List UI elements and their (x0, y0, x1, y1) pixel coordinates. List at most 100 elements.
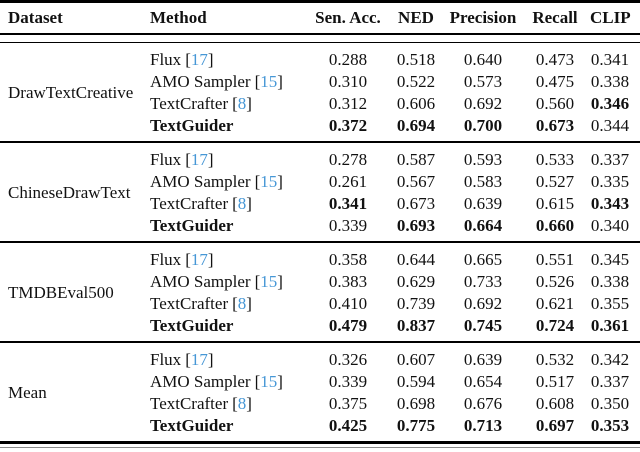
cell-clip: 0.338 (590, 272, 630, 291)
cell-precision: 0.713 (463, 416, 503, 435)
cell-ned: 0.629 (396, 272, 436, 291)
cell-sen-acc: 0.288 (328, 50, 368, 69)
table-row: TextGuider 0.339 0.693 0.664 0.660 0.340 (150, 215, 640, 237)
cite-bracket: [ (232, 194, 238, 213)
citation-link[interactable]: 8 (237, 194, 247, 213)
cell-sen-acc: 0.261 (328, 172, 368, 191)
cell-precision: 0.593 (463, 150, 503, 169)
group-separator-rule (0, 241, 640, 243)
cell-ned: 0.673 (396, 194, 436, 213)
cell-precision: 0.664 (463, 216, 503, 235)
citation-link[interactable]: 15 (260, 372, 278, 391)
table-row: Flux [17] 0.358 0.644 0.665 0.551 0.345 (150, 249, 640, 271)
cite-bracket: [ (254, 372, 261, 391)
method-name: TextGuider (150, 416, 234, 435)
citation-link[interactable]: 17 (190, 350, 208, 369)
table-row: TextGuider 0.425 0.775 0.713 0.697 0.353 (150, 415, 640, 437)
cell-ned: 0.606 (396, 94, 436, 113)
method-name: AMO Sampler (150, 372, 251, 391)
cell-recall: 0.527 (535, 172, 575, 191)
col-header-sen-acc: Sen. Acc. (315, 8, 381, 27)
cell-recall: 0.724 (535, 316, 575, 335)
cell-recall: 0.517 (535, 372, 575, 391)
method-name: AMO Sampler (150, 72, 251, 91)
method-name: TextCrafter (150, 194, 229, 213)
cell-clip: 0.346 (590, 94, 630, 113)
header-rule-bottom (0, 42, 640, 43)
col-header-precision: Precision (449, 8, 517, 27)
cell-sen-acc: 0.383 (328, 272, 368, 291)
col-header-dataset: Dataset (8, 8, 63, 27)
cite-bracket: [ (232, 294, 238, 313)
method-name: TextCrafter (150, 94, 229, 113)
dataset-group-tmdbeval500: TMDBEval500 Flux [17] 0.358 0.644 0.665 0… (0, 243, 640, 341)
col-header-ned: NED (398, 8, 434, 27)
cite-bracket: ] (277, 72, 283, 91)
cell-clip: 0.345 (590, 250, 630, 269)
cell-ned: 0.607 (396, 350, 436, 369)
header-rule-top (0, 33, 640, 35)
citation-link[interactable]: 8 (237, 94, 247, 113)
cell-sen-acc: 0.341 (328, 194, 368, 213)
cell-recall: 0.621 (535, 294, 575, 313)
cell-precision: 0.692 (463, 294, 503, 313)
table-row: AMO Sampler [15] 0.261 0.567 0.583 0.527 … (150, 171, 640, 193)
citation-link[interactable]: 8 (237, 394, 247, 413)
method-name: Flux (150, 250, 182, 269)
cite-bracket: ] (246, 294, 252, 313)
cite-bracket: [ (232, 394, 238, 413)
citation-link[interactable]: 8 (237, 294, 247, 313)
cell-precision: 0.573 (463, 72, 503, 91)
cell-sen-acc: 0.410 (328, 294, 368, 313)
citation-link[interactable]: 17 (190, 250, 208, 269)
cite-bracket: [ (185, 250, 191, 269)
cell-recall: 0.532 (535, 350, 575, 369)
table-row: AMO Sampler [15] 0.310 0.522 0.573 0.475 … (150, 71, 640, 93)
col-header-recall: Recall (532, 8, 578, 27)
cell-clip: 0.361 (590, 316, 630, 335)
citation-link[interactable]: 15 (260, 72, 278, 91)
method-name: TextGuider (150, 116, 234, 135)
cell-recall: 0.673 (535, 116, 575, 135)
cite-bracket: [ (254, 172, 261, 191)
table-row: TextCrafter [8] 0.312 0.606 0.692 0.560 0… (150, 93, 640, 115)
cell-ned: 0.587 (396, 150, 436, 169)
top-rule (0, 0, 640, 3)
citation-link[interactable]: 17 (190, 50, 208, 69)
cell-ned: 0.518 (396, 50, 436, 69)
cell-clip: 0.341 (590, 50, 630, 69)
cell-clip: 0.342 (590, 350, 630, 369)
dataset-label: DrawTextCreative (8, 83, 134, 102)
method-name: Flux (150, 50, 182, 69)
cite-bracket: ] (207, 350, 214, 369)
cell-sen-acc: 0.372 (328, 116, 368, 135)
cell-recall: 0.533 (535, 150, 575, 169)
citation-link[interactable]: 15 (260, 272, 278, 291)
cell-sen-acc: 0.326 (328, 350, 368, 369)
cite-bracket: ] (246, 394, 252, 413)
cell-ned: 0.594 (396, 372, 436, 391)
table-row: AMO Sampler [15] 0.383 0.629 0.733 0.526 … (150, 271, 640, 293)
cell-clip: 0.338 (590, 72, 630, 91)
cell-precision: 0.733 (463, 272, 503, 291)
table-row: Flux [17] 0.326 0.607 0.639 0.532 0.342 (150, 349, 640, 371)
citation-link[interactable]: 17 (190, 150, 208, 169)
cell-recall: 0.560 (535, 94, 575, 113)
cell-ned: 0.644 (396, 250, 436, 269)
table-row: TextGuider 0.479 0.837 0.745 0.724 0.361 (150, 315, 640, 337)
cell-ned: 0.567 (396, 172, 436, 191)
cell-recall: 0.551 (535, 250, 575, 269)
cell-clip: 0.335 (590, 172, 630, 191)
cell-clip: 0.350 (590, 394, 630, 413)
citation-link[interactable]: 15 (260, 172, 278, 191)
cell-clip: 0.353 (590, 416, 630, 435)
table-row: TextCrafter [8] 0.410 0.739 0.692 0.621 0… (150, 293, 640, 315)
cell-precision: 0.665 (463, 250, 503, 269)
cell-recall: 0.660 (535, 216, 575, 235)
cell-recall: 0.473 (535, 50, 575, 69)
cell-recall: 0.475 (535, 72, 575, 91)
cell-precision: 0.692 (463, 94, 503, 113)
header-rule-gap (0, 35, 640, 42)
group-separator-rule (0, 141, 640, 143)
